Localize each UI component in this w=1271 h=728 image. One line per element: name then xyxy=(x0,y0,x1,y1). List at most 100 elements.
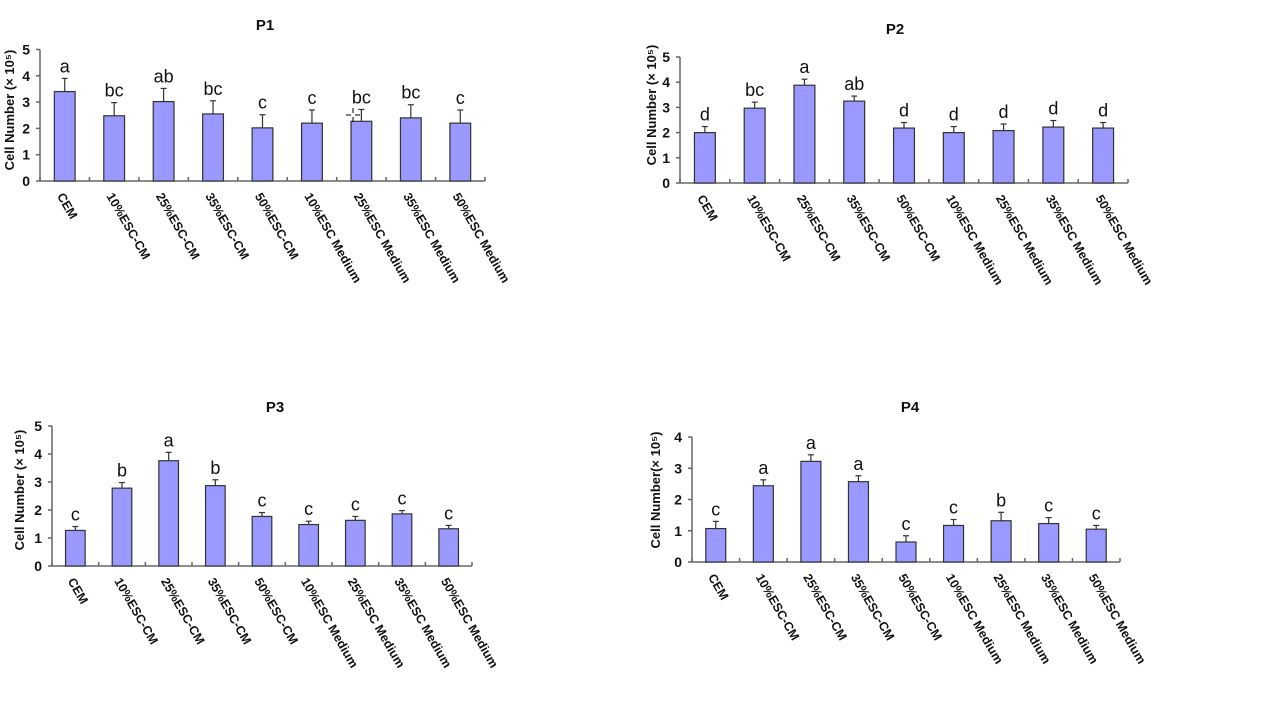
significance-label: bc xyxy=(204,79,223,99)
bar xyxy=(895,541,917,563)
significance-label: c xyxy=(351,494,360,514)
x-category-label: 50%ESC-CM xyxy=(252,191,301,262)
bar xyxy=(152,100,175,182)
bar xyxy=(158,460,180,567)
bar xyxy=(1092,127,1115,184)
significance-label: d xyxy=(999,102,1009,122)
x-category-label: 10%ESC-CM xyxy=(744,193,793,264)
chart-title: P4 xyxy=(901,399,920,416)
y-axis-label: Cell Number (× 10⁵) xyxy=(644,45,659,166)
bar xyxy=(64,529,86,567)
significance-label: c xyxy=(1044,496,1053,516)
y-tick-label: 4 xyxy=(34,446,42,462)
x-category-label: 10%ESC-CM xyxy=(753,572,802,643)
y-axis-label: Cell Number(× 10⁵) xyxy=(648,432,663,549)
y-tick-label: 0 xyxy=(662,175,670,191)
significance-label: a xyxy=(799,57,810,77)
significance-label: b xyxy=(996,490,1006,510)
x-category-label: 10%ESC-CM xyxy=(104,191,153,262)
chart-panel-p1: P1 Cell Number (× 10⁵) 0 1 2 3 4 5 a CEM bc 10%ESC-… xyxy=(2,17,513,285)
x-category-label: 25%ESC-CM xyxy=(800,572,849,643)
significance-label: d xyxy=(949,105,959,125)
chart-panel-p2: P2 Cell Number (× 10⁵)0 1 2 3 4 5 d CEM bc 10%ESC-… xyxy=(644,21,1155,287)
y-tick-label: 4 xyxy=(674,429,682,445)
x-category-label: 35%ESC-CM xyxy=(844,193,893,264)
significance-label: c xyxy=(398,489,407,509)
bar xyxy=(1085,528,1107,563)
significance-label: d xyxy=(1048,99,1058,119)
significance-label: c xyxy=(456,88,465,108)
bar xyxy=(53,90,76,182)
x-category-label: 50%ESC-CM xyxy=(251,576,300,647)
x-category-label: 50%ESC-CM xyxy=(893,193,942,264)
x-category-label: 35%ESC-CM xyxy=(202,191,251,262)
bar xyxy=(251,127,274,182)
y-tick-label: 0 xyxy=(34,558,42,574)
x-category-label: 35%ESC-CM xyxy=(205,576,254,647)
chart-panel-p3: P3 Cell Number (× 10⁵) 0 1 2 3 4 5 c CEM b 10%ESC-C… xyxy=(12,399,501,670)
bar xyxy=(847,481,870,563)
significance-label: ab xyxy=(844,74,864,94)
y-tick-label: 3 xyxy=(22,94,30,110)
x-category-label: 10%ESC Medium xyxy=(943,193,1006,288)
significance-label: b xyxy=(117,461,127,481)
bar xyxy=(298,523,320,567)
bar xyxy=(843,100,866,184)
significance-label: c xyxy=(902,514,911,534)
significance-label: bc xyxy=(105,81,124,101)
bar xyxy=(103,115,126,182)
y-tick-label: 2 xyxy=(34,502,42,518)
significance-label: c xyxy=(949,498,958,518)
bar xyxy=(992,129,1015,184)
x-category-label: 50%ESC-CM xyxy=(895,572,944,643)
y-tick-label: 2 xyxy=(662,125,670,141)
bar xyxy=(391,513,413,567)
bar xyxy=(942,524,965,563)
y-tick-label: 3 xyxy=(674,460,682,476)
significance-label: bc xyxy=(401,83,420,103)
y-tick-label: 5 xyxy=(34,418,42,434)
bar xyxy=(344,519,366,567)
x-category-label: CEM xyxy=(694,193,720,224)
bar xyxy=(204,485,226,567)
x-category-label: CEM xyxy=(65,576,91,607)
x-category-label: 10%ESC-CM xyxy=(111,576,160,647)
significance-label: d xyxy=(700,105,710,125)
crosshair-cursor-icon xyxy=(346,108,360,122)
y-tick-label: 0 xyxy=(674,554,682,570)
significance-label: c xyxy=(444,503,453,523)
bar xyxy=(1038,522,1060,563)
significance-label: c xyxy=(258,491,267,511)
chart-title: P1 xyxy=(256,17,274,34)
y-tick-label: 2 xyxy=(674,492,682,508)
y-axis-label: Cell Number (× 10⁵) xyxy=(2,50,17,171)
y-tick-label: 5 xyxy=(662,49,670,65)
bar xyxy=(300,122,323,182)
y-tick-label: 0 xyxy=(22,173,30,189)
y-tick-label: 1 xyxy=(34,530,42,546)
significance-label: bc xyxy=(745,80,764,100)
bar xyxy=(793,84,816,184)
y-axis-label: Cell Number (× 10⁵) xyxy=(12,430,27,551)
x-category-label: 35%ESC-CM xyxy=(848,572,897,643)
significance-label: a xyxy=(806,433,817,453)
bar xyxy=(350,120,373,182)
bar xyxy=(743,107,766,184)
x-category-label: 10%ESC Medium xyxy=(301,191,364,286)
bar xyxy=(942,132,965,184)
y-tick-label: 1 xyxy=(662,150,670,166)
x-category-label: CEM xyxy=(54,191,80,222)
significance-label: a xyxy=(758,458,769,478)
bar xyxy=(251,515,273,567)
bar xyxy=(399,117,422,182)
x-category-label: CEM xyxy=(705,572,731,603)
y-tick-label: 4 xyxy=(22,68,30,84)
bar xyxy=(892,127,916,184)
chart-title: P2 xyxy=(886,21,904,38)
bar xyxy=(990,520,1012,563)
y-tick-label: 4 xyxy=(662,74,670,90)
y-tick-label: 3 xyxy=(34,474,42,490)
y-tick-label: 1 xyxy=(674,523,682,539)
bar xyxy=(438,528,460,567)
bar xyxy=(752,485,774,563)
